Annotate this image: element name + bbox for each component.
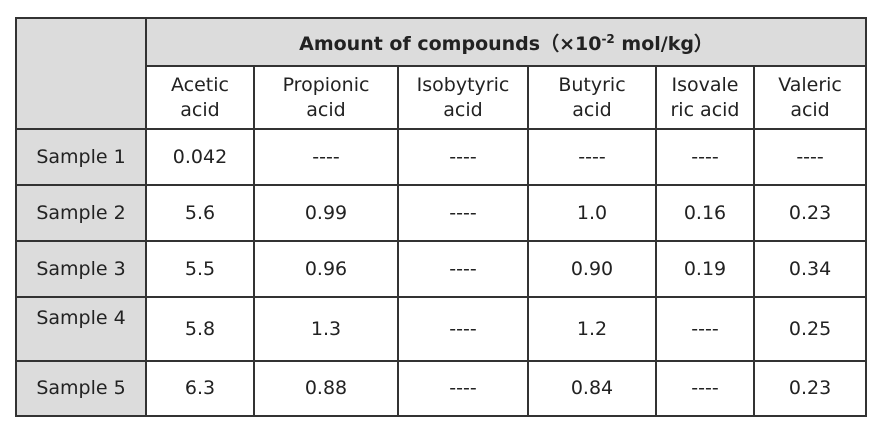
cell: ----: [527, 128, 657, 186]
data-row: Sample 4 5.8 1.3 ---- 1.2 ---- 0.25: [15, 296, 868, 362]
column-header-line: acid: [572, 98, 612, 121]
data-row: Sample 1 0.042 ---- ---- ---- ---- ----: [15, 128, 868, 186]
cell: 0.96: [253, 240, 399, 298]
cell: 0.23: [752, 360, 868, 417]
cell: 0.99: [253, 184, 399, 242]
row-header: Sample 5: [15, 360, 147, 417]
column-header-line: Acetic: [171, 73, 229, 96]
row-header: Sample 2: [15, 184, 147, 242]
header-row: Amount of compounds（×10-2 mol/kg）: [15, 17, 868, 130]
column-header: Valeric acid: [752, 65, 868, 130]
column-header: Acetic acid: [145, 65, 255, 130]
cell: 0.19: [655, 240, 755, 298]
cell: 1.3: [253, 296, 399, 362]
title-text: mol/kg）: [614, 33, 713, 55]
column-header-row: Acetic acid Propionic acid Isobytyric acid But…: [16, 65, 868, 130]
cell: ----: [397, 240, 529, 298]
cell: ----: [253, 128, 399, 186]
cell: 5.5: [145, 240, 255, 298]
cell: ----: [397, 360, 529, 417]
cell: ----: [655, 360, 755, 417]
column-header-line: Valeric: [778, 73, 842, 96]
table-body: Amount of compounds（×10-2 mol/kg） Acetic…: [15, 17, 868, 417]
column-header-line: ric acid: [670, 98, 740, 121]
cell: 0.34: [752, 240, 868, 298]
cell: ----: [655, 296, 755, 362]
cell: 0.88: [253, 360, 399, 417]
cell: 5.6: [145, 184, 255, 242]
cell: 6.3: [145, 360, 255, 417]
row-header: Sample 3: [15, 240, 147, 298]
cell: 5.8: [145, 296, 255, 362]
cell: 1.2: [527, 296, 657, 362]
title-exponent: -2: [601, 32, 615, 46]
row-header: Sample 4: [15, 296, 147, 362]
column-header-line: Butyric: [558, 73, 626, 96]
cell: ----: [397, 296, 529, 362]
column-header: Butyric acid: [527, 65, 657, 130]
data-table: Amount of compounds（×10-2 mol/kg） Acetic…: [15, 17, 868, 417]
cell: ----: [397, 128, 529, 186]
cell: 1.0: [527, 184, 657, 242]
cell: ----: [655, 128, 755, 186]
cell: 0.16: [655, 184, 755, 242]
data-row: Sample 2 5.6 0.99 ---- 1.0 0.16 0.23: [15, 184, 868, 242]
header-title: Amount of compounds（×10-2 mol/kg）: [144, 17, 868, 67]
data-row: Sample 5 6.3 0.88 ---- 0.84 ---- 0.23: [15, 360, 868, 417]
column-header-line: acid: [790, 98, 830, 121]
column-header: Isovale ric acid: [655, 65, 755, 130]
title-text: Amount of compounds（×10: [299, 33, 602, 55]
cell: 0.84: [527, 360, 657, 417]
column-header: Propionic acid: [253, 65, 399, 130]
column-header: Isobytyric acid: [397, 65, 529, 130]
column-header-line: Propionic: [282, 73, 370, 96]
column-header-line: Isovale: [671, 73, 739, 96]
row-header: Sample 1: [15, 128, 147, 186]
column-header-line: acid: [443, 98, 483, 121]
cell: 0.90: [527, 240, 657, 298]
cell: 0.042: [145, 128, 255, 186]
cell: 0.25: [752, 296, 868, 362]
cell: ----: [397, 184, 529, 242]
corner-cell: [15, 17, 147, 130]
cell: 0.23: [752, 184, 868, 242]
column-header-line: acid: [180, 98, 220, 121]
column-header-line: acid: [306, 98, 346, 121]
data-row: Sample 3 5.5 0.96 ---- 0.90 0.19 0.34: [15, 240, 868, 298]
cell: ----: [752, 128, 868, 186]
column-header-line: Isobytyric: [416, 73, 510, 96]
